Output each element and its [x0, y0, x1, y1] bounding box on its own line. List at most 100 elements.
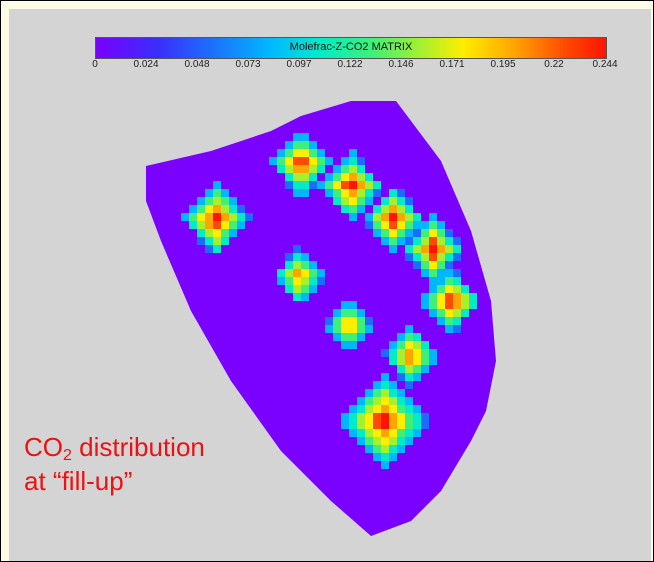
concentration-cell	[309, 277, 317, 285]
concentration-cell	[373, 221, 381, 229]
concentration-cell	[397, 229, 405, 237]
concentration-cell	[285, 157, 293, 165]
concentration-cell	[357, 157, 365, 165]
concentration-cell	[341, 157, 349, 165]
concentration-cell	[389, 349, 397, 357]
concentration-cell	[301, 133, 309, 141]
concentration-cell	[437, 285, 445, 293]
colorbar-tick-label: 0.171	[439, 59, 465, 70]
concentration-cell	[357, 165, 365, 173]
concentration-cell	[325, 157, 333, 165]
concentration-cell	[301, 253, 309, 261]
concentration-cell	[389, 245, 397, 253]
concentration-cell	[389, 381, 397, 389]
concentration-cell	[445, 293, 453, 301]
concentration-cell	[221, 213, 229, 221]
concentration-cell	[373, 421, 381, 429]
concentration-cell	[357, 197, 365, 205]
concentration-cell	[445, 277, 453, 285]
caption-co: CO	[24, 432, 63, 462]
concentration-cell	[453, 253, 461, 261]
concentration-cell	[453, 285, 461, 293]
concentration-cell	[437, 253, 445, 261]
concentration-cell	[453, 317, 461, 325]
concentration-cell	[285, 277, 293, 285]
concentration-cell	[445, 317, 453, 325]
concentration-cell	[405, 421, 413, 429]
concentration-cell	[413, 245, 421, 253]
concentration-cell	[397, 365, 405, 373]
concentration-cell	[205, 229, 213, 237]
concentration-cell	[325, 325, 333, 333]
concentration-cell	[301, 141, 309, 149]
concentration-cell	[421, 237, 429, 245]
concentration-cell	[453, 309, 461, 317]
concentration-cell	[365, 317, 373, 325]
concentration-cell	[333, 325, 341, 333]
concentration-cell	[373, 181, 381, 189]
concentration-cell	[301, 261, 309, 269]
concentration-cell	[373, 429, 381, 437]
concentration-cell	[421, 341, 429, 349]
concentration-cell	[453, 269, 461, 277]
concentration-cell	[365, 181, 373, 189]
concentration-cell	[357, 173, 365, 181]
concentration-cell	[429, 221, 437, 229]
concentration-cell	[437, 317, 445, 325]
concentration-cell	[413, 221, 421, 229]
concentration-cell	[421, 293, 429, 301]
concentration-cell	[469, 293, 477, 301]
concentration-cell	[293, 181, 301, 189]
colorbar-tick-label: 0.073	[235, 59, 261, 70]
concentration-cell	[405, 205, 413, 213]
concentration-cell	[277, 157, 285, 165]
caption: CO2 distribution at “fill-up”	[24, 430, 205, 498]
concentration-cell	[405, 405, 413, 413]
concentration-cell	[293, 293, 301, 301]
concentration-cell	[397, 397, 405, 405]
concentration-cell	[405, 341, 413, 349]
concentration-cell	[365, 173, 373, 181]
concentration-cell	[365, 405, 373, 413]
concentration-cell	[365, 413, 373, 421]
concentration-cell	[405, 245, 413, 253]
concentration-cell	[365, 397, 373, 405]
colorbar-ticks: 0 0.024 0.048 0.073 0.097 0.122 0.146 0.171 0.19…	[89, 59, 617, 73]
concentration-cell	[293, 133, 301, 141]
concentration-cell	[221, 197, 229, 205]
concentration-cell	[341, 173, 349, 181]
concentration-cell	[309, 149, 317, 157]
concentration-cell	[389, 237, 397, 245]
concentration-cell	[357, 205, 365, 213]
concentration-cell	[381, 421, 389, 429]
concentration-cell	[333, 173, 341, 181]
concentration-cell	[293, 149, 301, 157]
concentration-cell	[413, 429, 421, 437]
concentration-cell	[389, 405, 397, 413]
concentration-cell	[317, 157, 325, 165]
concentration-cell	[397, 341, 405, 349]
concentration-cell	[413, 421, 421, 429]
concentration-cell	[413, 373, 421, 381]
concentration-cell	[221, 229, 229, 237]
concentration-cell	[397, 413, 405, 421]
concentration-cell	[429, 237, 437, 245]
concentration-cell	[373, 205, 381, 213]
concentration-cell	[229, 221, 237, 229]
concentration-cell	[309, 157, 317, 165]
concentration-cell	[381, 221, 389, 229]
concentration-cell	[333, 189, 341, 197]
colorbar-title: Molefrac-Z-CO2 MATRIX	[289, 41, 413, 53]
concentration-cell	[461, 301, 469, 309]
concentration-cell	[349, 405, 357, 413]
concentration-cell	[373, 445, 381, 453]
concentration-cell	[429, 285, 437, 293]
concentration-cell	[421, 301, 429, 309]
colorbar-tick-label: 0	[92, 59, 98, 70]
concentration-cell	[197, 205, 205, 213]
concentration-cell	[349, 189, 357, 197]
concentration-cell	[405, 221, 413, 229]
concentration-cell	[229, 205, 237, 213]
concentration-cell	[445, 301, 453, 309]
concentration-cell	[389, 221, 397, 229]
